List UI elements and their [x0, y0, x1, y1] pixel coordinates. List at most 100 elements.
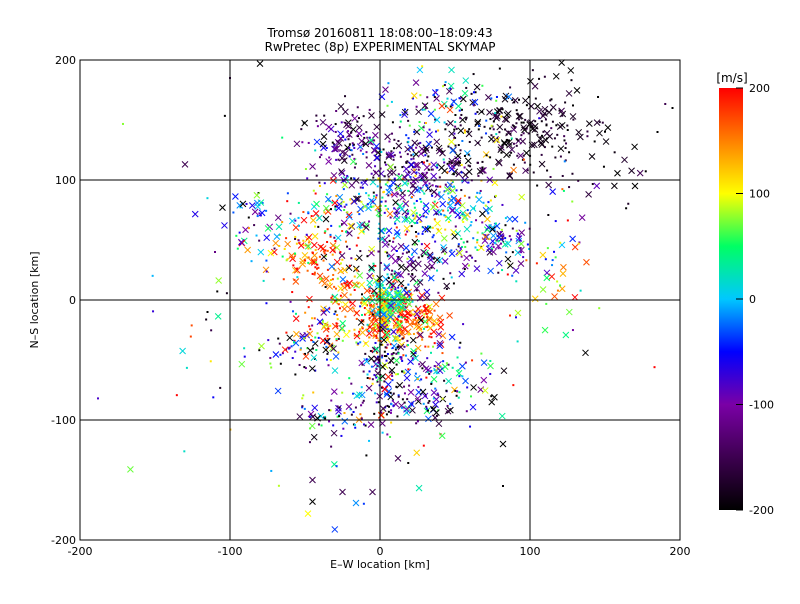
data-point-dot [556, 289, 559, 292]
data-point-dot [458, 109, 461, 112]
data-point-dot [428, 128, 431, 131]
data-point-dot [381, 196, 384, 199]
data-point-dot [316, 267, 319, 270]
data-point-dot [457, 245, 460, 248]
data-point-x [503, 151, 510, 159]
data-point-dot [384, 291, 387, 294]
data-point-dot [307, 241, 310, 244]
data-point-dot [480, 352, 483, 355]
data-point-dot [285, 237, 288, 240]
data-point-x [272, 351, 280, 358]
data-point-dot [324, 285, 327, 288]
data-point-dot [121, 122, 124, 125]
data-point-dot [380, 337, 383, 340]
data-point-x [355, 254, 363, 262]
data-point-dot [292, 264, 295, 267]
data-point-dot [415, 212, 418, 215]
data-point-dot [448, 160, 451, 163]
data-point-x [575, 128, 583, 136]
data-point-dot [566, 124, 569, 127]
data-point-dot [515, 229, 518, 232]
data-point-x [316, 214, 323, 222]
data-point-x [358, 281, 366, 289]
data-point-dot [366, 304, 369, 307]
data-point-dot [469, 254, 472, 257]
data-point-dot [383, 175, 386, 178]
data-point-dot [487, 212, 490, 215]
data-point-dot [405, 321, 408, 324]
data-point-dot [469, 212, 472, 215]
data-point-x [333, 258, 341, 266]
data-point-dot [389, 298, 392, 301]
data-point-x [417, 331, 424, 339]
data-point-x [456, 249, 464, 257]
data-point-x [436, 256, 444, 264]
data-point-dot [388, 254, 391, 257]
data-point-x [422, 365, 430, 373]
data-point-dot [477, 174, 480, 177]
data-point-dot [299, 348, 302, 351]
data-point-dot [334, 240, 337, 243]
data-point-dot [307, 211, 310, 214]
data-point-x [463, 225, 471, 233]
data-point-dot [443, 84, 446, 87]
data-point-dot [315, 174, 318, 177]
data-point-dot [341, 391, 344, 394]
data-point-dot [372, 262, 375, 265]
data-point-dot [384, 346, 387, 349]
data-point-dot [489, 372, 492, 375]
data-point-x [430, 328, 438, 336]
colorbar-tick-label: -200 [749, 504, 774, 517]
data-point-dot [338, 406, 341, 409]
data-point-dot [364, 313, 367, 316]
data-point-dot [393, 147, 396, 150]
data-point-dot [511, 98, 514, 101]
data-point-dot [424, 107, 427, 110]
data-point-dot [396, 193, 399, 196]
data-point-dot [285, 331, 288, 334]
data-point-x [408, 189, 415, 197]
data-point-dot [371, 328, 374, 331]
data-point-dot [371, 378, 374, 381]
data-point-x [518, 193, 526, 201]
data-point-dot [361, 326, 364, 329]
data-point-dot [465, 86, 468, 89]
data-point-dot [296, 267, 299, 270]
data-point-x [374, 154, 381, 162]
data-point-dot [462, 323, 465, 326]
data-point-dot [397, 352, 400, 355]
data-point-x [408, 161, 416, 169]
data-point-dot [443, 379, 446, 382]
data-point-dot [389, 435, 392, 438]
data-point-dot [400, 406, 403, 409]
data-point-dot [522, 158, 525, 161]
data-point-dot [304, 168, 307, 171]
data-point-dot [428, 182, 431, 185]
data-point-dot [421, 338, 424, 341]
data-point-dot [232, 211, 235, 214]
data-point-dot [406, 153, 409, 156]
colorbar-tick-label: 100 [749, 188, 770, 201]
data-point-dot [360, 404, 363, 407]
data-point-dot [413, 202, 416, 205]
data-point-dot [397, 315, 400, 318]
data-point-x [373, 123, 381, 131]
data-point-dot [488, 237, 491, 240]
data-point-x [381, 295, 388, 303]
data-point-x [469, 403, 477, 411]
data-point-dot [427, 155, 430, 158]
data-point-x [310, 241, 318, 249]
data-point-dot [330, 296, 333, 299]
data-point-x [380, 302, 388, 310]
data-point-dot [511, 227, 514, 230]
data-point-x [367, 421, 375, 428]
data-point-x [425, 316, 433, 324]
data-point-dot [559, 155, 562, 158]
data-point-dot [393, 138, 396, 141]
data-point-x [386, 184, 394, 192]
data-point-dot [516, 154, 519, 157]
data-point-dot [459, 247, 462, 250]
data-point-dot [534, 120, 537, 123]
data-point-dot [404, 318, 407, 321]
